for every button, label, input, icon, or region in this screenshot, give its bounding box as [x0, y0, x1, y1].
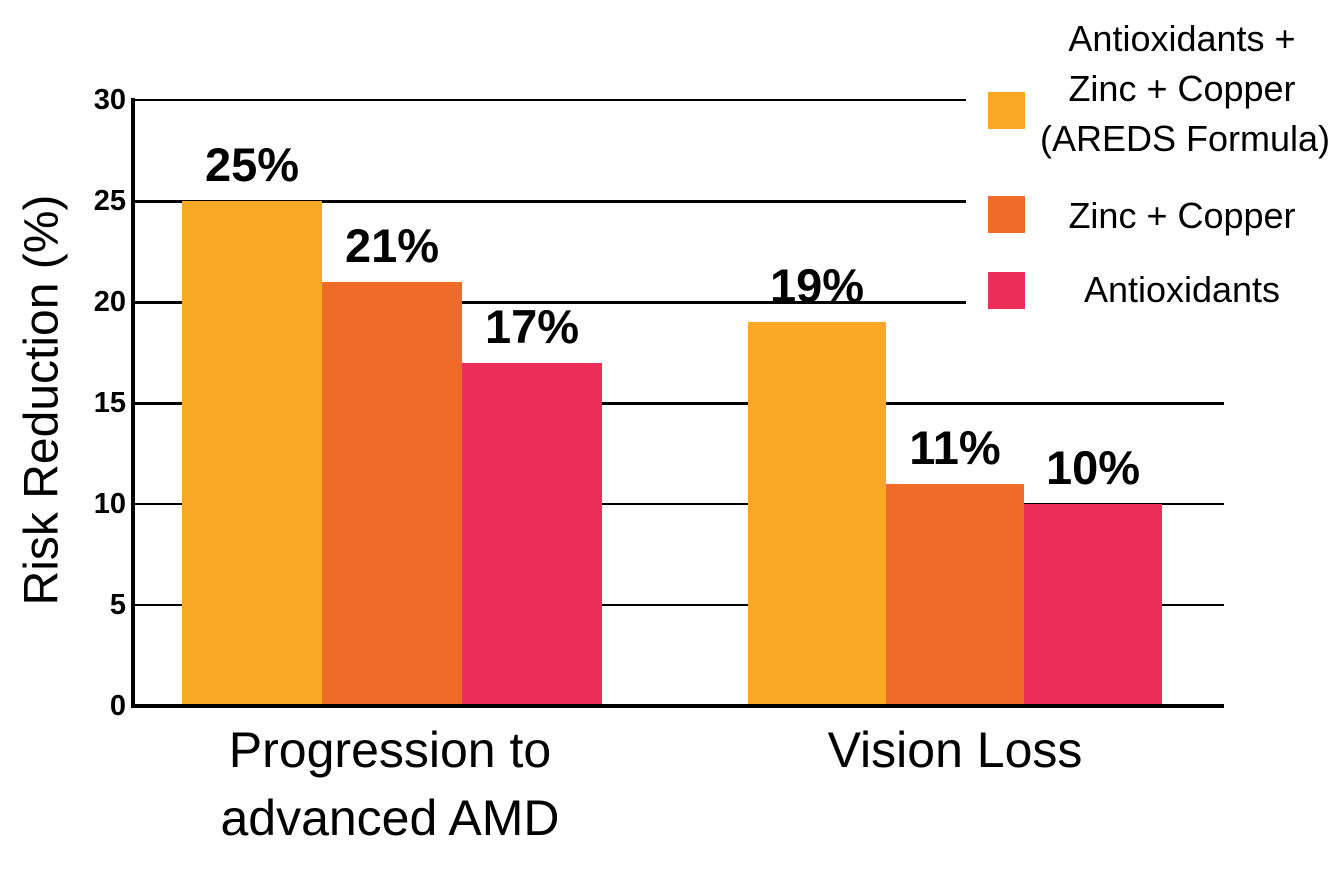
x-axis-line — [131, 704, 1224, 708]
bar-vision-1 — [748, 322, 886, 704]
legend-swatch-1 — [988, 92, 1025, 129]
legend-label-2: Zinc + Copper — [1040, 196, 1324, 236]
gridline-15 — [131, 402, 1224, 405]
bar-progression-3 — [462, 363, 602, 704]
legend-swatch-3 — [988, 272, 1025, 309]
bar-value-label: 10% — [1045, 441, 1141, 494]
bar-value-label: 19% — [769, 259, 865, 312]
legend-label-1: Antioxidants + Zinc + Copper (AREDS Formul… — [1040, 14, 1331, 164]
gridline-10 — [131, 503, 1224, 505]
bar-value-label: 11% — [909, 421, 1001, 474]
legend-label-line: Antioxidants + — [1068, 18, 1296, 59]
legend-label-line: Zinc + Copper — [1068, 68, 1296, 109]
y-axis-line — [131, 98, 135, 708]
y-tick-label-10: 10 — [93, 488, 126, 520]
gridline-30 — [131, 99, 966, 101]
category-label: Progression to — [228, 722, 552, 778]
gridline-5 — [131, 604, 1224, 606]
legend-label-line: (AREDS Formula) — [1040, 118, 1331, 159]
bar-vision-2 — [886, 484, 1024, 704]
y-tick-label-15: 15 — [93, 387, 126, 419]
bar-vision-3 — [1024, 504, 1162, 704]
category-label: Vision Loss — [827, 722, 1083, 778]
legend-swatch-2 — [988, 196, 1025, 233]
bar-value-label: 21% — [344, 219, 440, 272]
y-tick-label-20: 20 — [93, 286, 126, 318]
bar-value-label: 25% — [204, 138, 300, 191]
y-tick-label-0: 0 — [109, 690, 126, 722]
bar-progression-1 — [182, 201, 322, 704]
category-label: advanced AMD — [220, 790, 560, 846]
legend-label-line: Antioxidants — [1083, 269, 1281, 310]
y-tick-label-25: 25 — [93, 185, 126, 217]
gridline-20 — [131, 301, 966, 304]
y-tick-label-30: 30 — [93, 84, 126, 116]
gridline-25 — [131, 200, 966, 203]
bar-progression-2 — [322, 282, 462, 704]
y-tick-label-5: 5 — [109, 589, 126, 621]
legend-label-3: Antioxidants — [1040, 270, 1324, 310]
bar-value-label: 17% — [484, 300, 580, 353]
legend-label-line: Zinc + Copper — [1068, 195, 1296, 236]
